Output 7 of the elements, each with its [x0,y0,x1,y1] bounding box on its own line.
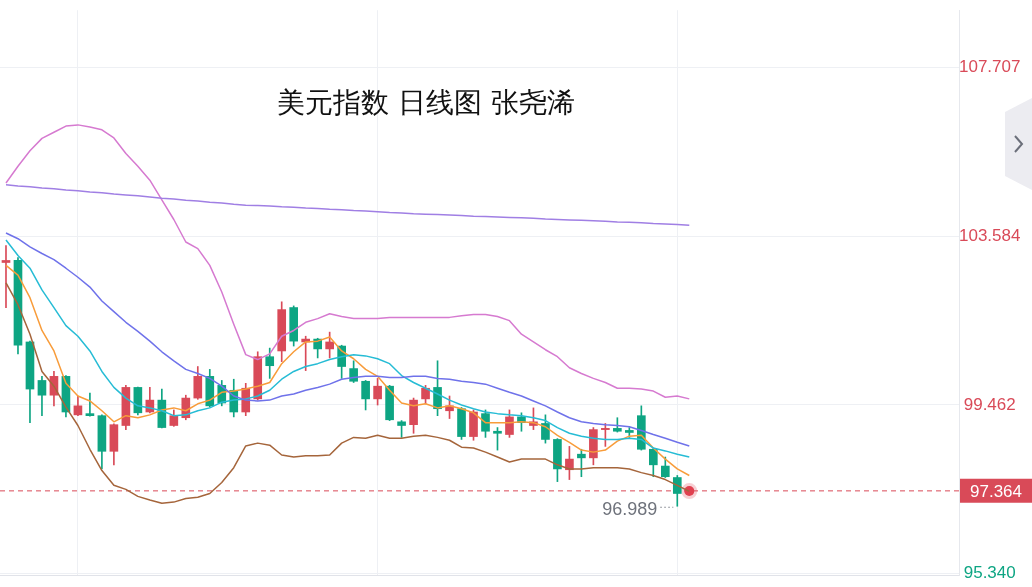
y-tick-label: 95.340 [963,563,1016,583]
y-tick-label: 103.584 [959,225,1021,245]
y-tick-label: 107.707 [959,56,1021,76]
text: 美元指数 日线图 张尧浠 [276,86,576,120]
annotation: 96.989 [602,499,658,520]
y-tick-label: 99.462 [963,394,1016,414]
ref-line-label: 97.364 [970,481,1022,501]
